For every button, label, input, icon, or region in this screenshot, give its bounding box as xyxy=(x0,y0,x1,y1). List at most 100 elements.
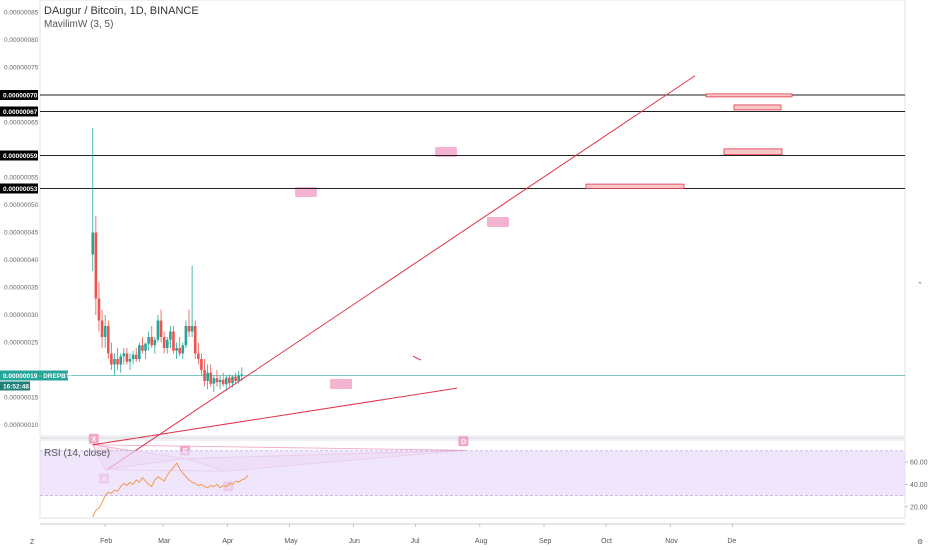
main-pane-frame xyxy=(39,0,906,437)
pattern-point-x-box xyxy=(88,433,99,444)
target-zone-box[interactable] xyxy=(723,148,783,155)
candle-body xyxy=(172,331,175,351)
price-tick-label: 0.00000075 xyxy=(4,65,39,72)
candle-body xyxy=(122,353,126,357)
price-axis[interactable]: 0.00000085 0.00000080 0.00000075 0.00000065… xyxy=(4,10,39,430)
target-zone-box[interactable] xyxy=(733,104,782,111)
main-pane-grid xyxy=(39,0,906,439)
candle-body xyxy=(203,370,206,381)
trendlines[interactable] xyxy=(92,75,696,470)
price-tick-label: 0.00000040 xyxy=(4,257,39,264)
candle-body xyxy=(237,375,240,381)
candle-body xyxy=(106,326,110,354)
candle-body xyxy=(128,359,132,362)
pattern-point-x-label: X xyxy=(92,436,97,443)
chart-title: DAugur / Bitcoin, 1D, BINANCE xyxy=(44,5,199,17)
last-price-text: 0.00000019 · DREPBTC xyxy=(3,373,75,380)
candle-body xyxy=(184,326,188,346)
target-zones[interactable] xyxy=(585,93,793,189)
time-axis[interactable]: Feb Mar Apr May Jun Jul Aug Sep Oct Nov De xyxy=(100,524,736,545)
candlestick-series xyxy=(91,128,244,392)
rsi-tick-label: 40.00 xyxy=(910,482,928,489)
scroll-right-icon[interactable]: ⌃ xyxy=(917,281,923,289)
price-level-box xyxy=(0,183,38,194)
price-tick-label: 0.00000065 xyxy=(4,120,39,127)
ratio-chip-xd xyxy=(435,147,457,157)
time-tick-label: Jun xyxy=(349,538,360,545)
zoom-icon[interactable]: Z xyxy=(30,539,35,546)
candle-body xyxy=(190,326,194,332)
rsi-line xyxy=(92,462,249,518)
pattern-point-d-box xyxy=(458,436,469,447)
ratio-chip-xb xyxy=(295,187,317,197)
short-trend-segment[interactable] xyxy=(412,355,422,361)
price-level-box xyxy=(0,90,38,100)
price-tick-label: 0.00000045 xyxy=(4,230,39,237)
candle-body xyxy=(113,359,116,365)
candle-body xyxy=(119,356,122,365)
time-tick-label: Feb xyxy=(100,538,112,545)
price-level-box xyxy=(0,150,38,161)
price-tick-label: 0.00000050 xyxy=(4,202,39,209)
candle-body xyxy=(169,331,172,340)
price-tick-label: 0.00000015 xyxy=(4,395,39,402)
candle-body xyxy=(175,348,178,351)
candle-body xyxy=(181,345,185,354)
settings-icon[interactable]: ⚙ xyxy=(917,538,923,546)
ratio-chip-bd xyxy=(487,217,509,227)
candle-body xyxy=(153,339,157,346)
price-tick-label: 0.00000035 xyxy=(4,285,39,292)
pattern-point-d-label: D xyxy=(461,439,466,446)
ascending-trendline[interactable] xyxy=(106,75,696,470)
time-tick-label: Jul xyxy=(411,538,420,545)
candle-body xyxy=(209,372,213,384)
countdown-box xyxy=(0,381,30,391)
time-tick-label: De xyxy=(727,538,736,545)
candle-body xyxy=(141,345,144,351)
candle-body xyxy=(156,320,160,340)
ratio-chip-ac xyxy=(330,379,352,389)
time-tick-label: Nov xyxy=(665,538,678,545)
candle-body xyxy=(200,359,203,370)
candle-body xyxy=(234,376,237,381)
harmonic-pattern xyxy=(92,147,509,472)
candle-body xyxy=(193,326,197,354)
candle-body xyxy=(215,378,219,383)
candle-body xyxy=(178,348,181,354)
price-level-boxes: 0.00000070 0.00000067 0.00000059 0.00000053… xyxy=(0,90,75,391)
price-level-text: 0.00000053 xyxy=(3,186,38,193)
candle-body xyxy=(110,353,113,365)
time-tick-label: Sep xyxy=(539,538,552,545)
candle-body xyxy=(206,372,209,381)
candle-body xyxy=(218,379,222,383)
candle-body xyxy=(228,377,231,384)
time-tick-label: Apr xyxy=(222,538,234,545)
target-zone-box[interactable] xyxy=(705,93,793,98)
candle-body xyxy=(162,337,166,348)
candle-body xyxy=(150,337,154,346)
price-tick-label: 0.00000055 xyxy=(4,175,39,182)
rsi-axis: 60.00 40.00 20.00 xyxy=(905,460,928,511)
candle-body xyxy=(91,232,95,255)
candle-body xyxy=(134,354,138,359)
countdown-text: 16:52:48 xyxy=(3,384,29,391)
candle-body xyxy=(221,379,225,385)
candle-body xyxy=(197,353,200,359)
price-level-text: 0.00000067 xyxy=(3,109,38,116)
indicator-label: MavilimW (3, 5) xyxy=(44,19,114,30)
candle-body xyxy=(187,326,191,332)
pattern-xd-line xyxy=(92,444,466,451)
price-tick-label: 0.00000010 xyxy=(4,422,39,429)
time-tick-label: Oct xyxy=(601,538,612,545)
rsi-label: RSI (14, close) xyxy=(44,448,111,459)
rsi-tick-label: 60.00 xyxy=(910,460,928,467)
candle-body xyxy=(212,378,216,384)
last-price-box xyxy=(0,370,68,381)
candle-body xyxy=(231,376,234,384)
price-tick-label: 0.00000080 xyxy=(4,37,39,44)
candle-body xyxy=(94,232,98,299)
descending-trendline[interactable] xyxy=(92,387,458,446)
price-level-text: 0.00000059 xyxy=(3,153,38,160)
candle-body xyxy=(240,374,244,376)
target-zone-box[interactable] xyxy=(585,183,685,189)
